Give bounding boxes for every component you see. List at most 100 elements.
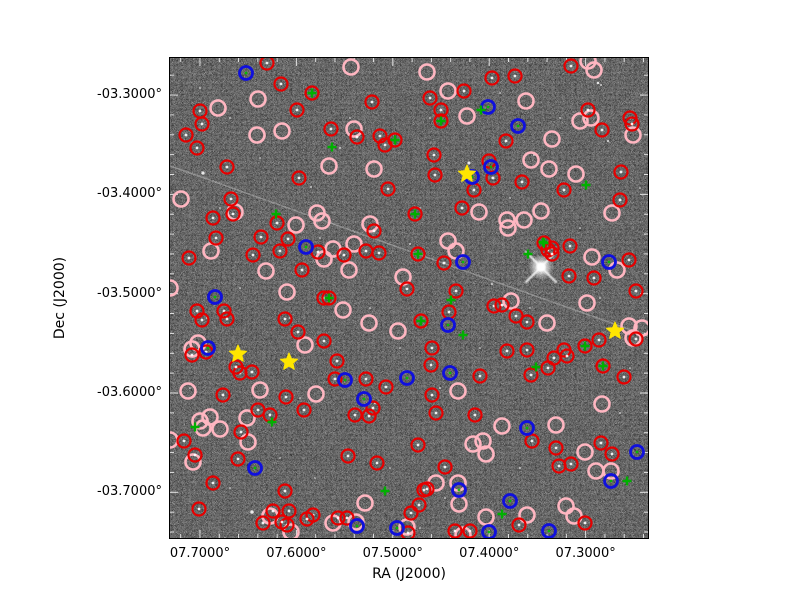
red-circle-center-dot	[297, 176, 301, 180]
red-circle-center-dot	[472, 188, 476, 192]
red-circle-marker	[291, 170, 307, 186]
red-circle-center-dot	[600, 128, 604, 132]
red-circle-marker	[336, 247, 352, 263]
red-circle-center-dot	[432, 153, 436, 157]
pink-circle-marker	[565, 507, 583, 525]
red-circle-center-dot	[454, 289, 458, 293]
red-circle-center-dot	[550, 252, 554, 256]
red-circle-center-dot	[305, 517, 309, 521]
red-circle-marker	[316, 333, 332, 349]
red-circle-center-dot	[300, 268, 304, 272]
red-circle-center-dot	[184, 133, 188, 137]
y-tick-label: -03.7000°	[97, 484, 162, 500]
red-circle-center-dot	[283, 317, 287, 321]
pink-circle-marker	[282, 523, 300, 538]
green-cross-marker	[531, 362, 541, 372]
green-cross-marker	[271, 209, 281, 219]
sky-plot	[169, 57, 649, 539]
red-circle-center-dot	[250, 370, 254, 374]
red-circle-center-dot	[195, 146, 199, 150]
blue-circle-center-dot	[304, 245, 308, 249]
red-circle-center-dot	[433, 173, 437, 177]
blue-circle-marker	[603, 473, 619, 489]
blue-circle-marker	[200, 340, 216, 356]
pink-circle-marker	[439, 82, 457, 100]
red-circle-marker	[612, 192, 628, 208]
red-circle-center-dot	[211, 216, 215, 220]
pink-circle-marker	[356, 494, 374, 512]
red-circle-center-dot	[425, 487, 429, 491]
blue-circle-marker	[247, 460, 263, 476]
yellow-star-marker	[228, 344, 248, 362]
background-star	[201, 171, 205, 175]
red-circle-marker	[380, 181, 396, 197]
blue-circle-marker	[481, 524, 497, 538]
pink-circle-marker	[458, 107, 476, 125]
pink-circle-marker	[585, 61, 603, 79]
blue-circle-marker	[349, 518, 365, 534]
red-circle-center-dot	[279, 82, 283, 86]
blue-circle-center-dot	[448, 371, 452, 375]
red-circle-center-dot	[490, 76, 494, 80]
red-circle-marker	[613, 164, 629, 180]
pink-circle-marker	[251, 381, 269, 399]
pink-circle-marker	[582, 109, 600, 127]
red-circle-center-dot	[346, 454, 350, 458]
red-circle-marker	[189, 140, 205, 156]
pink-circle-marker	[398, 518, 416, 536]
red-circle-marker	[289, 102, 305, 118]
red-circle-center-dot	[619, 170, 623, 174]
red-circle-center-dot	[405, 287, 409, 291]
blue-circle-marker	[442, 365, 458, 381]
pink-circle-marker	[238, 409, 256, 427]
background-star	[229, 117, 231, 119]
red-circle-center-dot	[187, 256, 191, 260]
red-circle-center-dot	[278, 249, 282, 253]
blue-circle-center-dot	[609, 479, 613, 483]
red-circle-center-dot	[460, 206, 464, 210]
red-circle-marker	[424, 387, 440, 403]
blue-circle-center-dot	[446, 323, 450, 327]
background-star	[429, 117, 431, 119]
red-circle-marker	[498, 133, 514, 149]
red-circle-marker	[245, 247, 261, 263]
red-circle-center-dot	[268, 413, 272, 417]
red-circle-center-dot	[462, 89, 466, 93]
blue-circle-center-dot	[213, 295, 217, 299]
pink-circle-marker	[360, 314, 378, 332]
red-circle-marker	[616, 369, 632, 385]
blue-circle-center-dot	[362, 397, 366, 401]
blue-circle-center-dot	[508, 499, 512, 503]
green-cross-marker	[581, 180, 591, 190]
background-star	[224, 537, 226, 538]
red-circle-center-dot	[353, 413, 357, 417]
green-cross-marker	[307, 88, 317, 98]
red-circle-center-dot	[599, 441, 603, 445]
red-circle-center-dot	[370, 100, 374, 104]
background-star	[600, 84, 602, 86]
red-circle-center-dot	[302, 408, 306, 412]
red-circle-center-dot	[417, 503, 421, 507]
background-star	[219, 207, 221, 209]
green-cross-marker	[580, 341, 590, 351]
pink-circle-marker	[307, 385, 325, 403]
blue-circle-marker	[399, 370, 415, 386]
background-star	[529, 307, 531, 309]
pink-circle-marker	[498, 211, 516, 229]
blue-circle-center-dot	[457, 488, 461, 492]
red-circle-center-dot	[439, 108, 443, 112]
red-circle-center-dot	[316, 250, 320, 254]
red-circle-center-dot	[428, 96, 432, 100]
background-star	[469, 447, 471, 449]
red-circle-center-dot	[554, 446, 558, 450]
red-circle-marker	[225, 206, 241, 222]
pink-circle-marker	[389, 322, 407, 340]
background-star	[399, 347, 401, 349]
red-circle-center-dot	[430, 346, 434, 350]
red-circle-marker	[437, 459, 453, 475]
red-circle-marker	[233, 424, 249, 440]
green-cross-marker	[446, 295, 456, 305]
red-circle-center-dot	[634, 289, 638, 293]
red-circle-marker	[349, 129, 365, 145]
